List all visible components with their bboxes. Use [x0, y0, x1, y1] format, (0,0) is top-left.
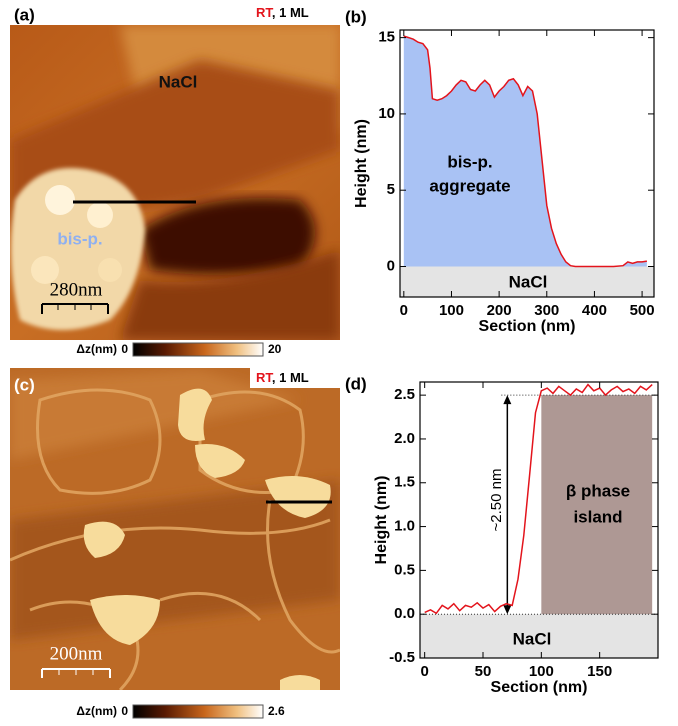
colorbar — [132, 704, 264, 719]
annotation: NaCl — [513, 629, 552, 648]
arrow-head — [503, 605, 512, 615]
x-tick-label: 400 — [582, 302, 607, 319]
y-tick-label: 2.5 — [394, 386, 415, 403]
scale-bar-label: 200nm — [50, 643, 103, 664]
x-axis-title: Section (nm) — [479, 318, 576, 335]
y-tick-label: 2.0 — [394, 430, 415, 447]
y-tick-label: 0.5 — [394, 561, 415, 578]
y-tick-label: 1.5 — [394, 474, 415, 491]
tag-rt: RT — [256, 5, 273, 20]
afm-image-a — [10, 25, 340, 340]
y-tick-label: -0.5 — [389, 649, 415, 666]
tag: RT, 1 ML — [256, 370, 309, 385]
y-tick-label: 0.0 — [394, 605, 415, 622]
tag-rest: , 1 ML — [272, 5, 309, 20]
colorbar-label: Δz(nm) — [76, 704, 117, 718]
annotation: ~2.50 nm — [488, 469, 505, 532]
panel-label: (b) — [345, 7, 367, 26]
panel-label: (d) — [345, 374, 367, 393]
panel-label: (a) — [14, 5, 35, 24]
x-tick-label: 500 — [630, 302, 655, 319]
y-tick-label: 10 — [378, 105, 395, 122]
substrate-band — [400, 266, 654, 297]
scale-bar-label: 280nm — [50, 279, 103, 300]
island — [541, 395, 653, 615]
colorbar — [132, 342, 264, 357]
y-tick-label: 5 — [387, 181, 395, 198]
x-tick-label: 0 — [420, 663, 428, 680]
tag-rest: , 1 ML — [272, 370, 309, 385]
y-tick-label: 15 — [378, 29, 395, 46]
colorbar-max: 2.6 — [268, 704, 285, 718]
x-tick-label: 50 — [475, 663, 492, 680]
y-tick-label: 1.0 — [394, 518, 415, 535]
image-label: NaCl — [159, 72, 198, 91]
data-line — [403, 35, 648, 268]
annotation: NaCl — [509, 272, 548, 291]
y-tick-label: 0 — [387, 257, 395, 274]
x-tick-label: 300 — [534, 302, 559, 319]
x-axis-title: Section (nm) — [491, 679, 588, 696]
x-tick-label: 150 — [587, 663, 612, 680]
area — [403, 36, 647, 267]
image-label: bis-p. — [57, 229, 102, 248]
arrow-head — [503, 395, 512, 405]
panel-label: (c) — [14, 375, 35, 394]
data-line — [424, 383, 653, 615]
annotation: aggregate — [429, 176, 510, 195]
plot-frame — [399, 29, 655, 298]
annotation: bis-p. — [447, 152, 492, 171]
annotation: island — [573, 507, 622, 526]
afm-image-c — [10, 368, 340, 690]
y-axis-title: Height (nm) — [353, 119, 370, 208]
colorbar-min: 0 — [121, 704, 128, 718]
colorbar-label: Δz(nm) — [76, 342, 117, 356]
x-tick-label: 100 — [439, 302, 464, 319]
x-tick-label: 200 — [487, 302, 512, 319]
x-tick-label: 100 — [529, 663, 554, 680]
x-tick-label: 0 — [400, 302, 408, 319]
colorbar-min: 0 — [121, 342, 128, 356]
colorbar-max: 20 — [268, 342, 282, 356]
annotation: β phase — [566, 481, 630, 500]
tag-box — [250, 3, 340, 23]
y-axis-title: Height (nm) — [373, 476, 390, 565]
plot-frame — [419, 381, 659, 659]
tag: RT, 1 ML — [256, 5, 309, 20]
tag-rt: RT — [256, 370, 273, 385]
substrate-band — [420, 614, 658, 658]
tag-box — [250, 368, 340, 388]
